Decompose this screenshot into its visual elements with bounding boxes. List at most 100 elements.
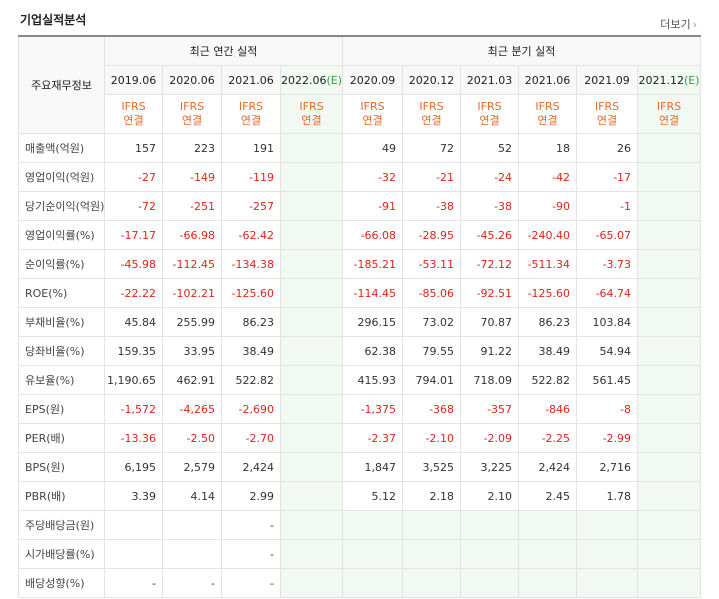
period-label: 2021.06 bbox=[524, 73, 571, 87]
value-cell: 38.49 bbox=[221, 336, 281, 366]
value-cell bbox=[637, 220, 702, 250]
value-cell: 4.14 bbox=[162, 481, 222, 511]
value-cell bbox=[518, 568, 578, 598]
value-cell: -28.95 bbox=[402, 220, 462, 250]
value-cell bbox=[279, 481, 344, 511]
value-cell: -846 bbox=[518, 394, 578, 424]
chevron-right-icon: › bbox=[692, 18, 697, 31]
ifrs-top: IFRS bbox=[360, 100, 385, 113]
value-cell bbox=[637, 510, 702, 540]
value-cell bbox=[162, 539, 222, 569]
value-cell: 6,195 bbox=[104, 452, 163, 482]
row-label: 유보율(%) bbox=[18, 365, 105, 395]
value-cell: - bbox=[221, 510, 281, 540]
value-cell: -134.38 bbox=[221, 249, 281, 279]
value-cell: -32 bbox=[342, 162, 404, 192]
value-cell: -42 bbox=[518, 162, 578, 192]
period-label: 2021.03 bbox=[466, 73, 513, 87]
table-row: 당좌비율(%) 159.35 33.95 38.49 62.38 79.55 91.22 38… bbox=[18, 336, 702, 366]
value-cell bbox=[279, 510, 344, 540]
value-cell bbox=[518, 539, 578, 569]
table-row: 당기순이익(억원) -72 -251 -257 -91 -38 -38 -90 -1 bbox=[18, 191, 702, 221]
section-title: 기업실적분석 bbox=[20, 13, 87, 27]
value-cell: 561.45 bbox=[576, 365, 639, 395]
table-row: EPS(원) -1,572 -4,265 -2,690 -1,375 -368 -357 -8… bbox=[18, 394, 702, 424]
group-quarter-header: 최근 분기 실적 bbox=[342, 35, 702, 66]
value-cell: 223 bbox=[162, 133, 222, 163]
ifrs-bottom: 연결 bbox=[240, 114, 262, 127]
value-cell: -17 bbox=[576, 162, 639, 192]
value-cell: 91.22 bbox=[460, 336, 520, 366]
value-cell: 52 bbox=[460, 133, 520, 163]
value-cell: 1,847 bbox=[342, 452, 404, 482]
row-label: 시가배당률(%) bbox=[18, 539, 105, 569]
value-cell bbox=[637, 568, 702, 598]
row-label: 매출액(억원) bbox=[18, 133, 105, 163]
value-cell bbox=[637, 162, 702, 192]
value-cell: 2,716 bbox=[576, 452, 639, 482]
value-cell: 72 bbox=[402, 133, 462, 163]
value-cell: - bbox=[162, 568, 222, 598]
value-cell: 2.10 bbox=[460, 481, 520, 511]
ifrs-badge: IFRS 연결 bbox=[637, 94, 702, 134]
value-cell bbox=[104, 510, 163, 540]
value-cell: 2.99 bbox=[221, 481, 281, 511]
value-cell bbox=[637, 365, 702, 395]
value-cell: -112.45 bbox=[162, 249, 222, 279]
period-header: 2020.06 bbox=[162, 65, 222, 95]
section-header: 기업실적분석 더보기 › bbox=[0, 0, 719, 36]
value-cell bbox=[279, 365, 344, 395]
value-cell bbox=[576, 510, 639, 540]
value-cell: -125.60 bbox=[518, 278, 578, 308]
value-cell: 73.02 bbox=[402, 307, 462, 337]
ifrs-badge: IFRS 연결 bbox=[104, 94, 163, 134]
value-cell: 157 bbox=[104, 133, 163, 163]
value-cell bbox=[637, 481, 702, 511]
ifrs-top: IFRS bbox=[238, 100, 264, 113]
value-cell bbox=[576, 568, 639, 598]
period-header: 2022.06(E) bbox=[279, 65, 344, 95]
value-cell: -257 bbox=[221, 191, 281, 221]
value-cell: -149 bbox=[162, 162, 222, 192]
row-label: PBR(배) bbox=[18, 481, 105, 511]
value-cell bbox=[279, 220, 344, 250]
value-cell: 462.91 bbox=[162, 365, 222, 395]
value-cell: -125.60 bbox=[221, 278, 281, 308]
value-cell bbox=[460, 568, 520, 598]
ifrs-badge: IFRS 연결 bbox=[279, 94, 344, 134]
ifrs-bottom: 연결 bbox=[362, 114, 383, 127]
ifrs-bottom: 연결 bbox=[596, 114, 618, 127]
value-cell: -24 bbox=[460, 162, 520, 192]
ifrs-bottom: 연결 bbox=[181, 114, 203, 127]
value-cell: -2.10 bbox=[402, 423, 462, 453]
more-link[interactable]: 더보기 › bbox=[660, 16, 697, 32]
value-cell: 26 bbox=[576, 133, 639, 163]
ifrs-badge: IFRS 연결 bbox=[518, 94, 578, 134]
group-annual-header: 최근 연간 실적 bbox=[103, 35, 344, 66]
value-cell: - bbox=[104, 568, 163, 598]
value-cell bbox=[460, 510, 520, 540]
value-cell: 2.18 bbox=[402, 481, 462, 511]
value-cell: -1 bbox=[576, 191, 639, 221]
period-header: 2021.09 bbox=[576, 65, 639, 95]
value-cell: -251 bbox=[162, 191, 222, 221]
value-cell: 54.94 bbox=[576, 336, 639, 366]
ifrs-bottom: 연결 bbox=[537, 114, 558, 127]
value-cell: 2,579 bbox=[162, 452, 222, 482]
value-cell: 1,190.65 bbox=[104, 365, 163, 395]
ifrs-badge: IFRS 연결 bbox=[402, 94, 462, 134]
row-label: EPS(원) bbox=[18, 394, 105, 424]
period-header: 2020.09 bbox=[342, 65, 404, 95]
value-cell: - bbox=[221, 568, 281, 598]
table-row: 배당성향(%) - - - bbox=[18, 568, 702, 598]
table-row: PBR(배) 3.39 4.14 2.99 5.12 2.18 2.10 2.45 1.78 bbox=[18, 481, 702, 511]
value-cell: -4,265 bbox=[162, 394, 222, 424]
value-cell: -1,375 bbox=[342, 394, 404, 424]
row-label: 부채비율(%) bbox=[18, 307, 105, 337]
value-cell: -22.22 bbox=[104, 278, 163, 308]
value-cell: 1.78 bbox=[576, 481, 639, 511]
value-cell: -1,572 bbox=[104, 394, 163, 424]
value-cell: -53.11 bbox=[402, 249, 462, 279]
value-cell: -511.34 bbox=[518, 249, 578, 279]
estimate-mark: (E) bbox=[684, 73, 700, 87]
